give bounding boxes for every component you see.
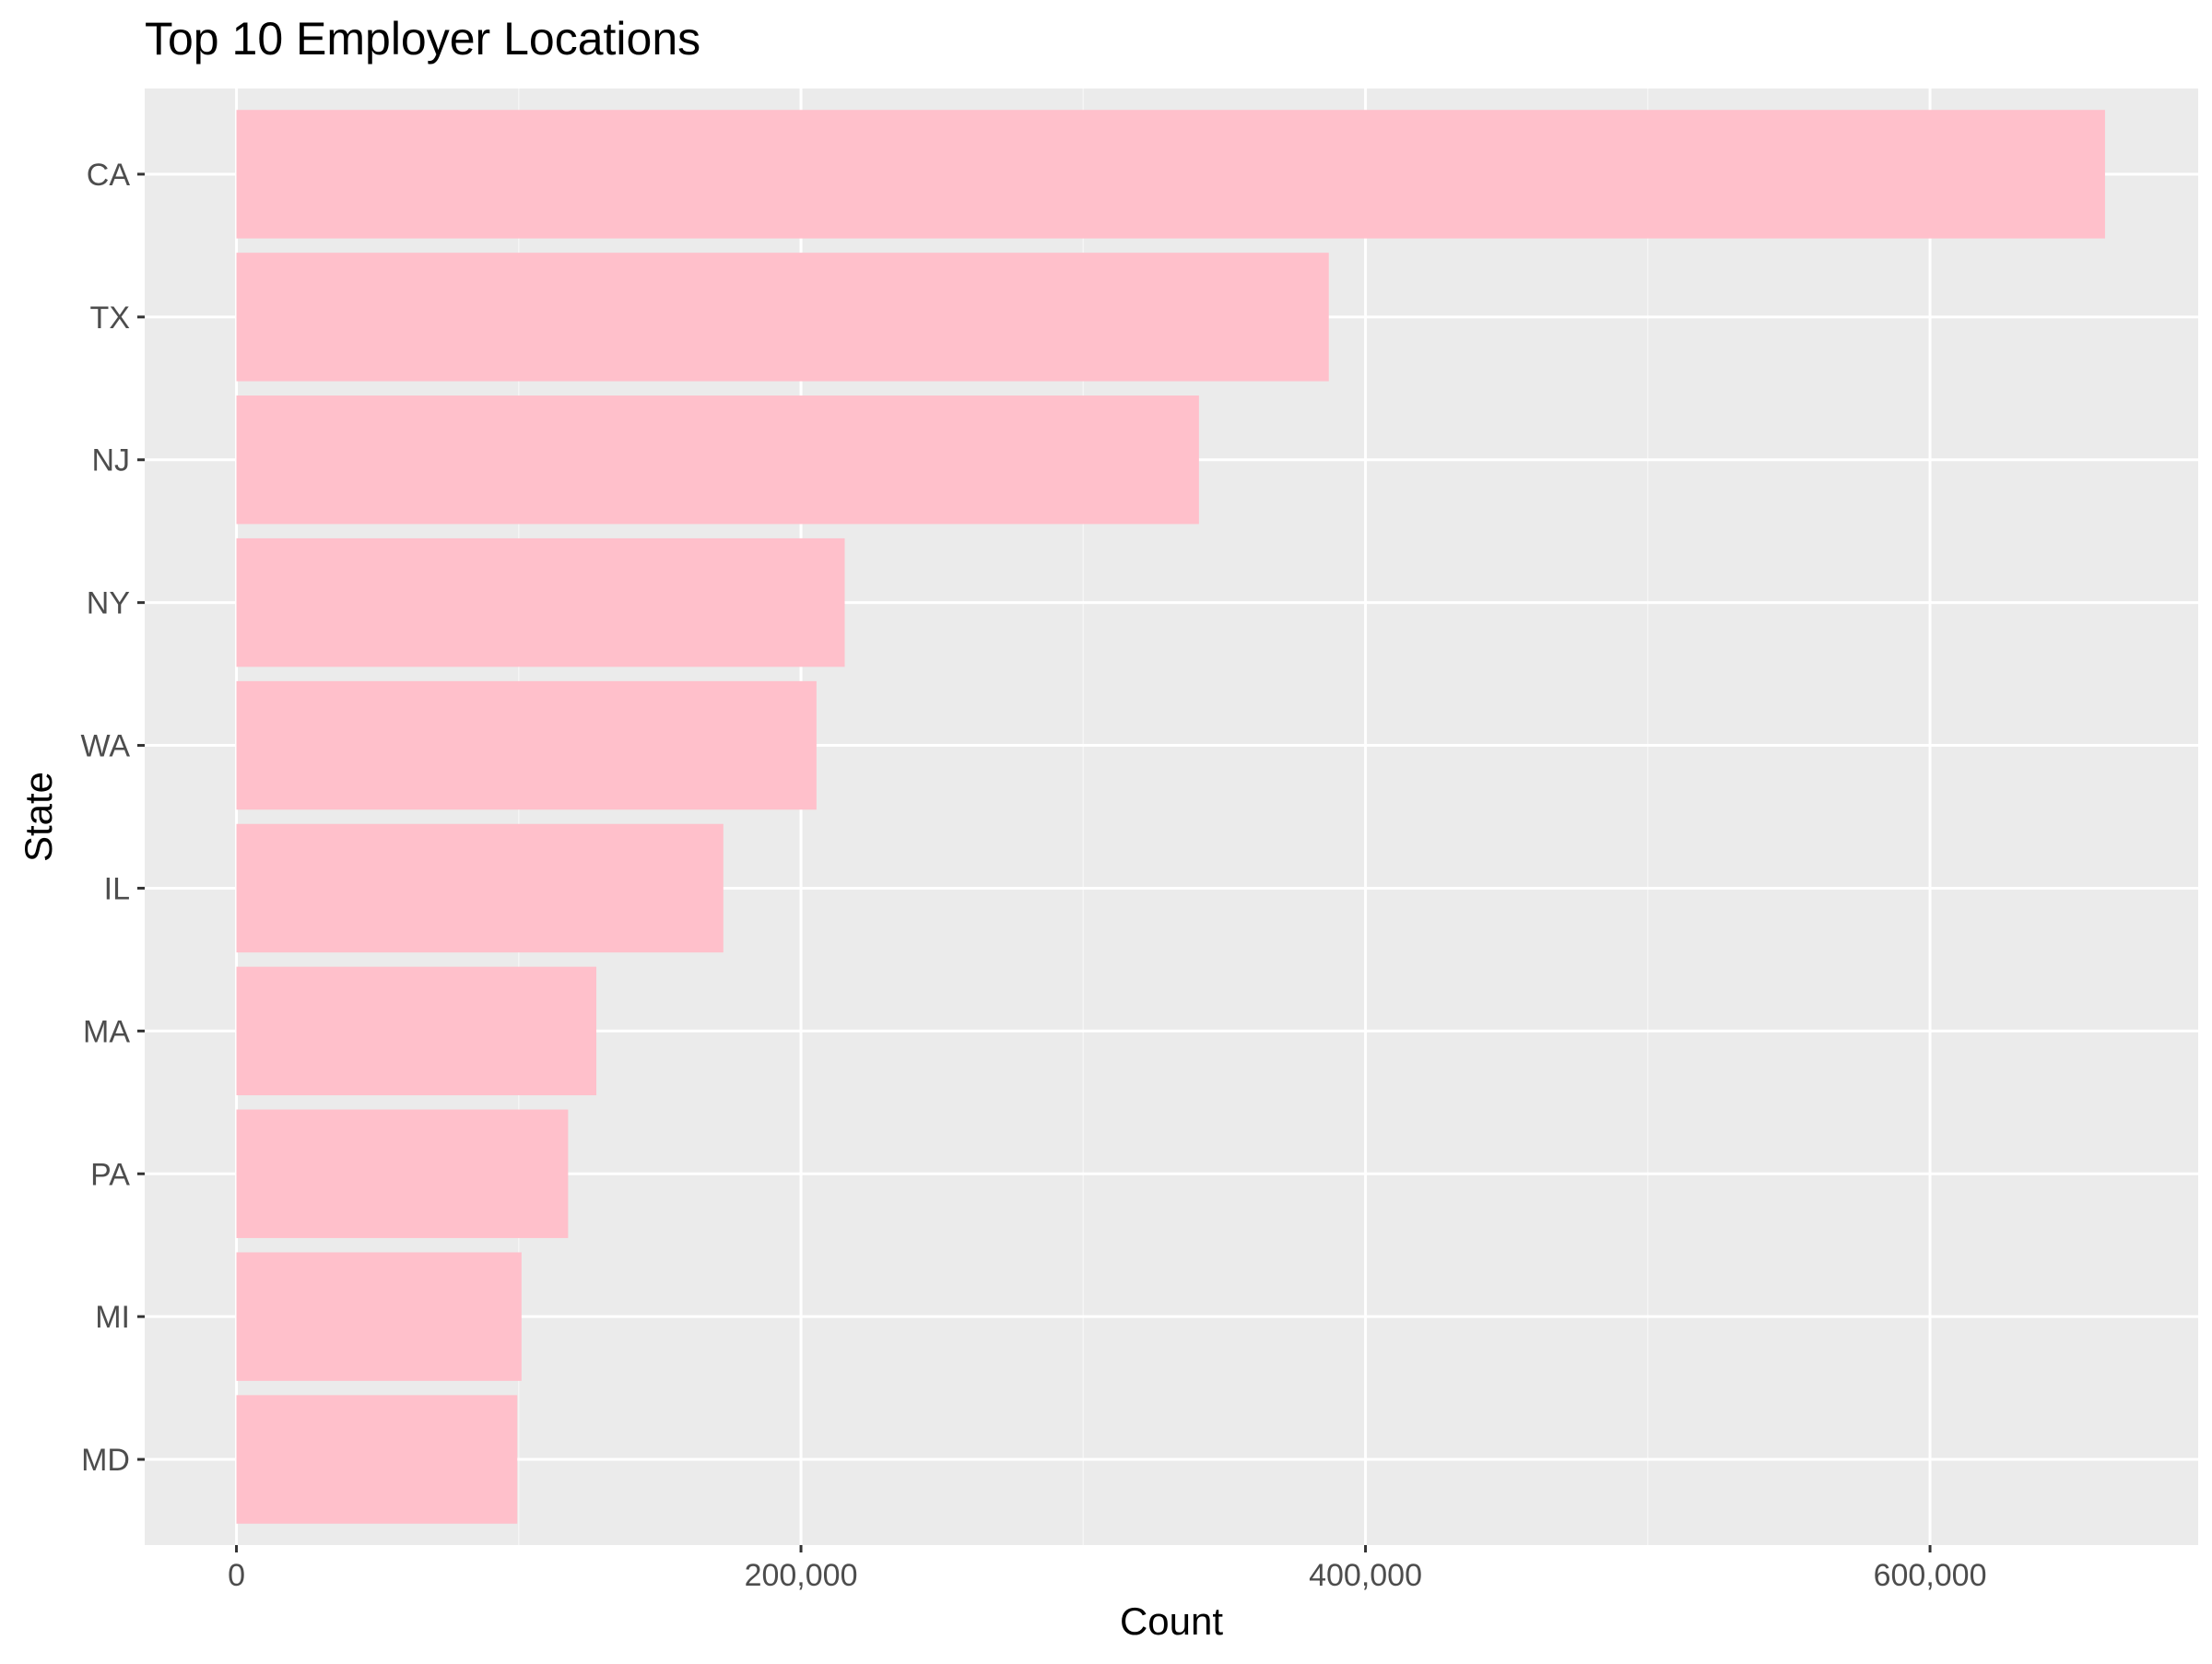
bar-ca (236, 110, 2105, 239)
y-tick-label: MA (83, 1014, 130, 1049)
x-tick-label: 600,000 (1874, 1558, 1987, 1593)
bars (236, 110, 2105, 1524)
y-tick-label: NY (87, 586, 130, 621)
y-axis-title: State (17, 772, 60, 862)
bar-nj (236, 395, 1199, 525)
y-tick-label: TX (90, 301, 130, 336)
y-tick-label: PA (90, 1157, 130, 1192)
bar-md (236, 1395, 518, 1524)
bar-mi (236, 1252, 522, 1381)
x-tick-label: 0 (228, 1558, 245, 1593)
x-tick-label: 400,000 (1309, 1558, 1422, 1593)
y-tick-label: MI (95, 1300, 130, 1335)
bar-tx (236, 253, 1329, 382)
x-tick-label: 200,000 (745, 1558, 858, 1593)
y-tick-label: MD (81, 1443, 130, 1478)
bar-il (236, 823, 724, 953)
y-tick-label: CA (87, 158, 131, 193)
bar-ny (236, 537, 845, 667)
bar-wa (236, 680, 817, 810)
y-tick-label: NJ (91, 443, 130, 478)
bar-pa (236, 1109, 569, 1238)
y-tick-label: IL (104, 871, 130, 906)
x-axis-title: Count (1120, 1599, 1223, 1643)
axes: CA TX NJ NY WA IL MA PA MI MD 0 200,000 400,000 600,0… (80, 158, 1986, 1593)
y-tick-label: WA (80, 729, 130, 764)
chart-title: Top 10 Employer Locations (145, 13, 700, 65)
bar-ma (236, 966, 597, 1096)
